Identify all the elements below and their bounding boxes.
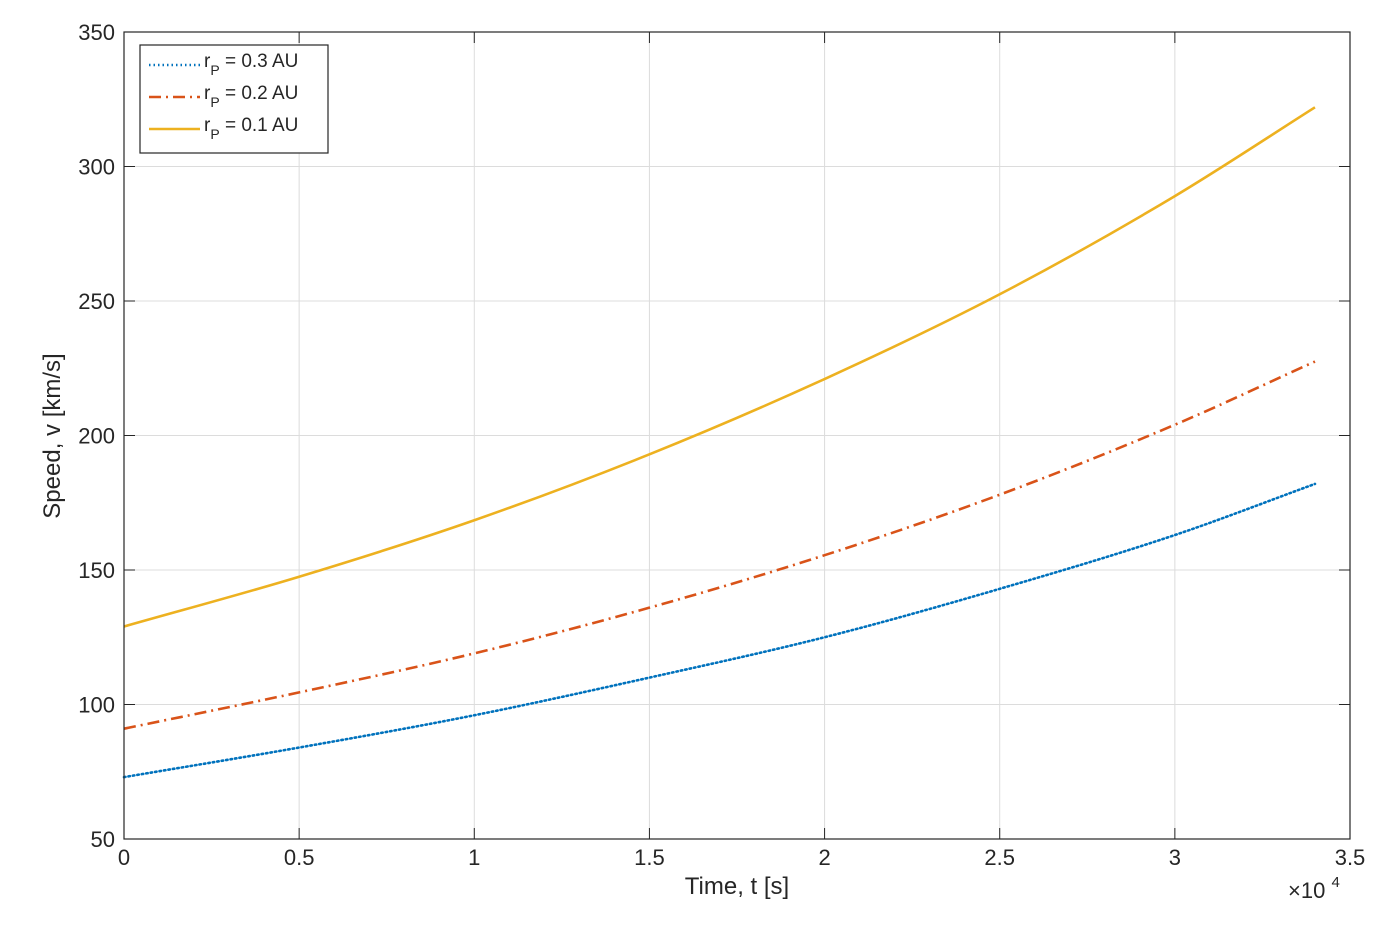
legend-box <box>139 44 329 154</box>
y-tick-label: 100 <box>78 693 115 718</box>
series-line-3 <box>123 106 1316 628</box>
y-tick-label: 150 <box>78 558 115 583</box>
legend-label-main: r <box>204 115 211 136</box>
y-tick-label: 300 <box>78 155 115 180</box>
x-tick-label: 2 <box>818 845 830 870</box>
legend-label-3: rP = 0.1 AU <box>204 115 298 142</box>
legend-label-subscript: P <box>210 126 219 142</box>
x-tick-label: 1 <box>468 845 480 870</box>
y-axis-label: Speed, v [km/s] <box>39 353 66 518</box>
y-tick-label: 200 <box>78 424 115 449</box>
legend-label-2: rP = 0.2 AU <box>204 83 298 110</box>
x-tick-label: 3.5 <box>1335 845 1366 870</box>
x-tick-label: 0.5 <box>284 845 315 870</box>
legend-label-main: r <box>204 51 211 72</box>
x-tick-label: 0 <box>118 845 130 870</box>
legend-label-rest: = 0.1 AU <box>220 115 299 136</box>
x-multiplier-base: ×10 <box>1288 878 1325 903</box>
axis-ticks: 0 0.5 1 1.5 2 2.5 3 3.5 50 100 150 200 250 300 350 <box>78 20 1365 870</box>
y-tick-label: 350 <box>78 20 115 45</box>
legend-label-subscript: P <box>210 94 219 110</box>
y-tick-label: 250 <box>78 289 115 314</box>
legend-label-rest: = 0.2 AU <box>220 83 299 104</box>
x-axis-multiplier: ×10 4 <box>1288 874 1340 903</box>
legend-label-subscript: P <box>210 62 219 78</box>
x-tick-label: 3 <box>1169 845 1181 870</box>
legend-label-rest: = 0.3 AU <box>220 51 299 72</box>
x-tick-label: 1.5 <box>634 845 665 870</box>
legend-label-1: rP = 0.3 AU <box>204 51 298 78</box>
series-line-2 <box>123 360 1316 730</box>
legend-label-main: r <box>204 83 211 104</box>
series-line-1 <box>122 482 1317 779</box>
y-tick-label: 50 <box>91 827 115 852</box>
x-tick-label: 2.5 <box>984 845 1015 870</box>
x-axis-label: Time, t [s] <box>685 873 789 900</box>
x-multiplier-exponent: 4 <box>1331 874 1339 891</box>
series-lines <box>122 106 1317 779</box>
grid <box>124 32 1350 839</box>
